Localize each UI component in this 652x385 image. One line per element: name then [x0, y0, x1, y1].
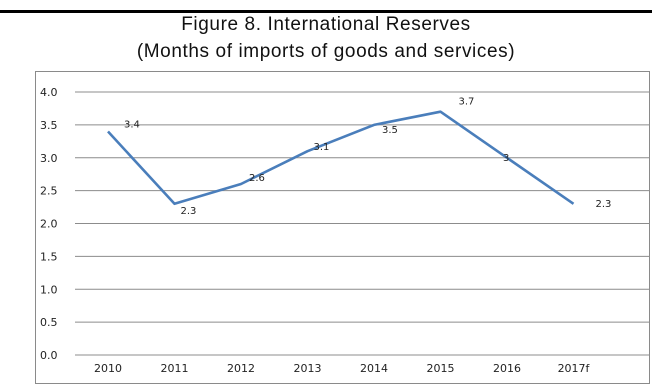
x-tick-label: 2010: [94, 362, 122, 375]
data-label: 3: [503, 153, 509, 164]
y-tick-label: 2.5: [40, 185, 58, 198]
data-label: 2.3: [181, 206, 197, 217]
top-rule: [0, 10, 652, 13]
x-tick-label: 2015: [427, 362, 455, 375]
y-tick-label: 3.5: [40, 119, 58, 132]
y-tick-label: 0.0: [40, 349, 58, 362]
x-tick-label: 2017f: [558, 362, 591, 375]
y-tick-label: 1.0: [40, 283, 58, 296]
x-tick-label: 2011: [161, 362, 189, 375]
chart-subtitle: (Months of imports of goods and services…: [136, 41, 516, 62]
data-label: 3.4: [124, 119, 140, 130]
data-label: 2.3: [596, 199, 612, 210]
data-label: 3.7: [459, 97, 475, 108]
x-tick-label: 2013: [294, 362, 322, 375]
x-tick-label: 2012: [227, 362, 255, 375]
x-axis-ticks: 2010 2011 2012 2013 2014 2015 2016 2017f: [94, 362, 591, 375]
data-labels: 3.4 2.3 2.6 3.1 3.5 3.7 3 2.3: [124, 97, 611, 217]
y-tick-label: 0.5: [40, 316, 58, 329]
y-tick-label: 1.5: [40, 250, 58, 263]
data-label: 3.5: [382, 125, 398, 136]
data-label: 3.1: [314, 142, 330, 153]
x-tick-label: 2016: [493, 362, 521, 375]
y-tick-label: 2.0: [40, 218, 58, 231]
chart-frame: [35, 71, 650, 384]
y-axis-ticks: 0.0 0.5 1.0 1.5 2.0 2.5 3.0 3.5 4.0: [40, 86, 58, 362]
y-tick-label: 4.0: [40, 86, 58, 99]
series-line-group: [107, 110, 575, 206]
series-line: [107, 110, 575, 206]
gridlines: [75, 91, 650, 356]
y-tick-label: 3.0: [40, 152, 58, 165]
chart-title: Figure 8. International Reserves: [181, 14, 471, 35]
x-tick-label: 2014: [360, 362, 388, 375]
data-label: 2.6: [249, 173, 265, 184]
